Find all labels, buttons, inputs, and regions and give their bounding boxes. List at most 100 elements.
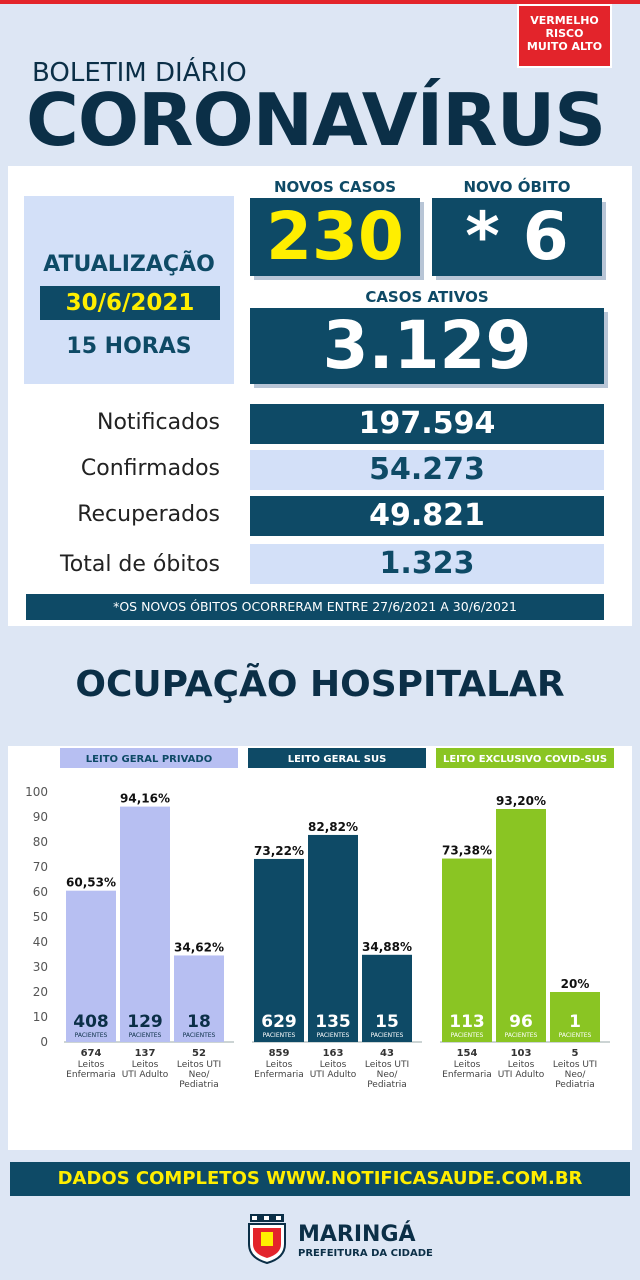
y-tick-label: 100 (25, 785, 48, 799)
bar (550, 992, 600, 1042)
bar-category-label: Leitos (454, 1060, 481, 1070)
bar-beds-count: 154 (457, 1048, 478, 1059)
bar-category-label: Enfermaria (254, 1070, 304, 1080)
bar-patients-word: PACIENTES (505, 1032, 538, 1039)
bar-beds-count: 52 (192, 1048, 206, 1059)
bar-beds-count: 674 (81, 1048, 102, 1059)
y-tick-label: 20 (33, 985, 48, 999)
bar-beds-count: 859 (269, 1048, 290, 1059)
update-label: ATUALIZAÇÃO (43, 252, 215, 277)
active-cases-value: 3.129 (250, 308, 604, 384)
bar-patients-value: 408 (73, 1012, 109, 1032)
bar-patients-value: 129 (127, 1012, 163, 1032)
stat-label-confirmed: Confirmados (80, 456, 220, 481)
bar-percent-label: 60,53% (66, 876, 116, 890)
bar-category-label: Leitos UTI (553, 1060, 597, 1070)
new-cases-value: 230 (250, 198, 420, 276)
update-hour: 15 HORAS (66, 334, 192, 359)
bar-percent-label: 73,22% (254, 844, 304, 858)
bar-category-label: Leitos (320, 1060, 347, 1070)
y-tick-label: 40 (33, 935, 48, 949)
group-header-1 (60, 748, 238, 768)
bar-category-label: Pediatria (179, 1080, 219, 1090)
bar-category-label: Enfermaria (442, 1070, 492, 1080)
update-date: 30/6/2021 (40, 286, 220, 320)
bar-patients-word: PACIENTES (183, 1032, 216, 1039)
hospital-occupancy-title: OCUPAÇÃO HOSPITALAR (75, 664, 565, 705)
bar-category-label: Leitos UTI (365, 1060, 409, 1070)
stat-value-confirmed: 54.273 (250, 450, 604, 490)
bar-percent-label: 94,16% (120, 792, 170, 806)
deaths-footnote: *OS NOVOS ÓBITOS OCORRERAM ENTRE 27/6/20… (26, 594, 604, 620)
group-title-2: LEITO GERAL SUS (288, 754, 387, 765)
new-death-label: NOVO ÓBITO (463, 178, 571, 196)
bar-patients-word: PACIENTES (129, 1032, 162, 1039)
bar-patients-word: PACIENTES (75, 1032, 108, 1039)
footer-link-bar[interactable]: DADOS COMPLETOS WWW.NOTIFICASAUDE.COM.BR (10, 1162, 630, 1196)
bar (442, 858, 492, 1042)
risk-line-1: VERMELHO (530, 14, 599, 27)
y-tick-label: 30 (33, 960, 48, 974)
new-death-value: * 6 (432, 198, 602, 276)
page-title: CORONAVÍRUS (26, 78, 606, 162)
bar-patients-word: PACIENTES (371, 1032, 404, 1039)
bar-category-label: Leitos (132, 1060, 159, 1070)
bar-beds-count: 103 (511, 1048, 532, 1059)
group-title-3: LEITO EXCLUSIVO COVID-SUS (443, 754, 607, 765)
y-tick-label: 70 (33, 860, 48, 874)
bar-patients-word: PACIENTES (559, 1032, 592, 1039)
y-tick-label: 90 (33, 810, 48, 824)
bar-percent-label: 73,38% (442, 844, 492, 858)
bar-percent-label: 34,88% (362, 940, 412, 954)
bar-category-label: UTI Adulto (122, 1070, 169, 1080)
y-tick-label: 0 (40, 1035, 48, 1049)
bar (174, 955, 224, 1042)
bar-patients-word: PACIENTES (263, 1032, 296, 1039)
bar-beds-count: 163 (323, 1048, 344, 1059)
bar-category-label: Leitos (266, 1060, 293, 1070)
new-cases-label: NOVOS CASOS (274, 178, 396, 196)
bar (254, 858, 304, 1042)
bar (66, 890, 116, 1042)
bar (496, 809, 546, 1042)
risk-line-2: RISCO (545, 27, 584, 40)
city-subtitle: PREFEITURA DA CIDADE (298, 1248, 433, 1259)
stat-label-notified: Notificados (97, 410, 220, 435)
bar (362, 954, 412, 1042)
bar-patients-value: 1 (569, 1012, 581, 1032)
bar-category-label: Pediatria (367, 1080, 407, 1090)
bar-patients-value: 629 (261, 1012, 297, 1032)
bar-category-label: Neo/ (565, 1070, 587, 1080)
bar-category-label: Enfermaria (66, 1070, 116, 1080)
bar-patients-word: PACIENTES (317, 1032, 350, 1039)
hospital-chart-card: 100 90 80 70 60 50 40 30 20 10 0 LEITO GERAL PRIVAD… (8, 746, 632, 1150)
bar-category-label: Leitos (508, 1060, 535, 1070)
bar-category-label: UTI Adulto (310, 1070, 357, 1080)
bar-category-label: UTI Adulto (498, 1070, 545, 1080)
bar-patients-word: PACIENTES (451, 1032, 484, 1039)
bar-percent-label: 82,82% (308, 820, 358, 834)
stat-label-deaths: Total de óbitos (60, 552, 220, 577)
bar-patients-value: 135 (315, 1012, 351, 1032)
y-tick-label: 80 (33, 835, 48, 849)
bar-patients-value: 96 (509, 1012, 533, 1032)
y-tick-label: 50 (33, 910, 48, 924)
bar-beds-count: 5 (572, 1048, 579, 1059)
bar-category-label: Neo/ (377, 1070, 399, 1080)
bar-beds-count: 137 (135, 1048, 156, 1059)
y-tick-label: 60 (33, 885, 48, 899)
bar-percent-label: 93,20% (496, 794, 546, 808)
city-logo (246, 1214, 288, 1265)
bar-percent-label: 34,62% (174, 940, 224, 954)
city-name: MARINGÁ (298, 1222, 416, 1247)
stat-value-deaths: 1.323 (250, 544, 604, 584)
stat-value-recovered: 49.821 (250, 496, 604, 536)
city-crest-icon (248, 1214, 286, 1265)
bar-patients-value: 15 (375, 1012, 399, 1032)
y-tick-label: 10 (33, 1010, 48, 1024)
bar-category-label: Leitos (78, 1060, 105, 1070)
bar-percent-label: 20% (561, 977, 590, 991)
top-red-stripe (0, 0, 640, 4)
stat-label-recovered: Recuperados (77, 502, 220, 527)
active-cases-label: CASOS ATIVOS (365, 288, 489, 306)
